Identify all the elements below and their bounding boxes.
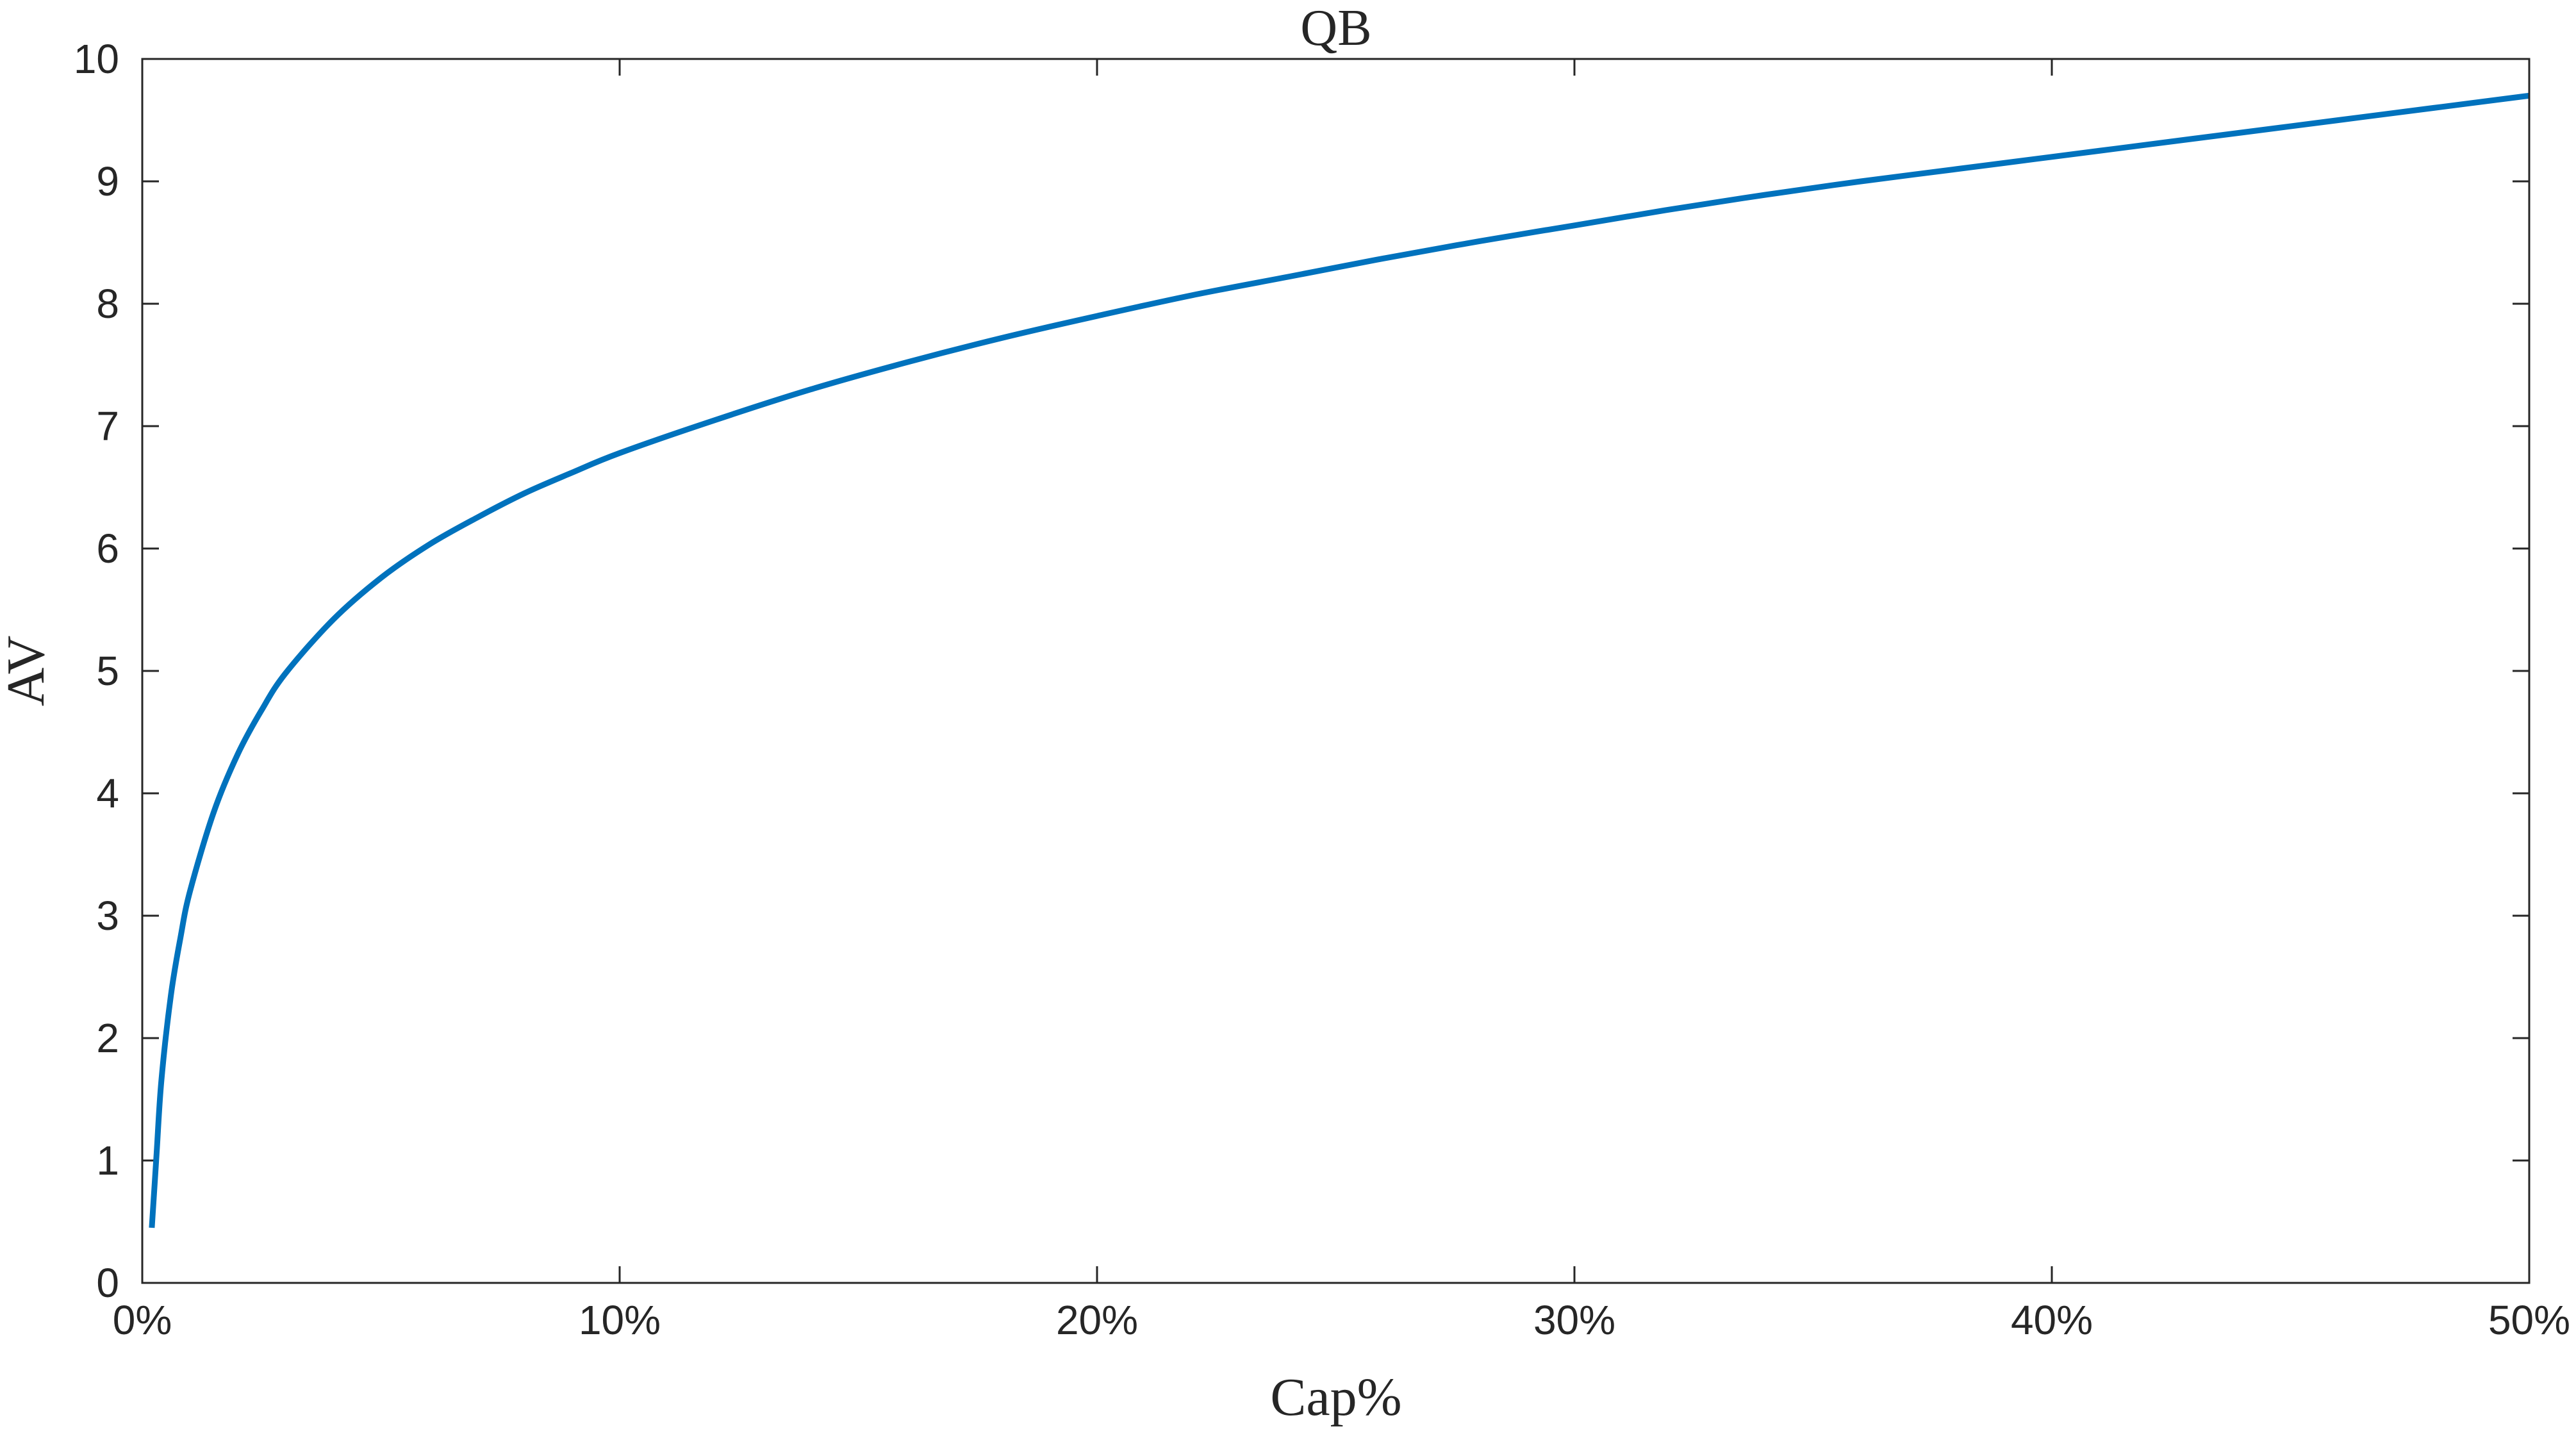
y-tick-label: 9 bbox=[96, 158, 119, 204]
x-tick-label: 50% bbox=[2488, 1297, 2570, 1343]
x-axis-title: Cap% bbox=[1270, 1367, 1401, 1427]
y-tick-label: 4 bbox=[96, 770, 119, 816]
series-layer bbox=[149, 92, 2530, 1228]
chart-title: QB bbox=[1300, 0, 1371, 56]
y-axis-title: AV bbox=[0, 636, 56, 707]
tick-labels: 0% 10% 20% 30% 40% 50% 0 1 2 3 4 5 6 7 8 9 10 bbox=[74, 36, 2570, 1343]
x-tick-label: 10% bbox=[579, 1297, 661, 1343]
x-tick-label: 30% bbox=[1533, 1297, 1615, 1343]
x-tick-label: 40% bbox=[2011, 1297, 2093, 1343]
y-tick-label: 1 bbox=[96, 1137, 119, 1184]
y-tick-label: 6 bbox=[96, 525, 119, 572]
x-tick-label: 20% bbox=[1056, 1297, 1138, 1343]
series-line-0 bbox=[149, 92, 2530, 1228]
y-tick-label: 2 bbox=[96, 1015, 119, 1061]
y-tick-label: 5 bbox=[96, 648, 119, 694]
x-tick-label: 0% bbox=[113, 1297, 172, 1343]
y-tick-label: 7 bbox=[96, 403, 119, 449]
y-tick-label: 3 bbox=[96, 893, 119, 939]
y-tick-label: 0 bbox=[96, 1260, 119, 1306]
plot-area-frame bbox=[141, 58, 2531, 1284]
y-tick-label: 10 bbox=[74, 36, 119, 82]
y-tick-label: 8 bbox=[96, 281, 119, 327]
